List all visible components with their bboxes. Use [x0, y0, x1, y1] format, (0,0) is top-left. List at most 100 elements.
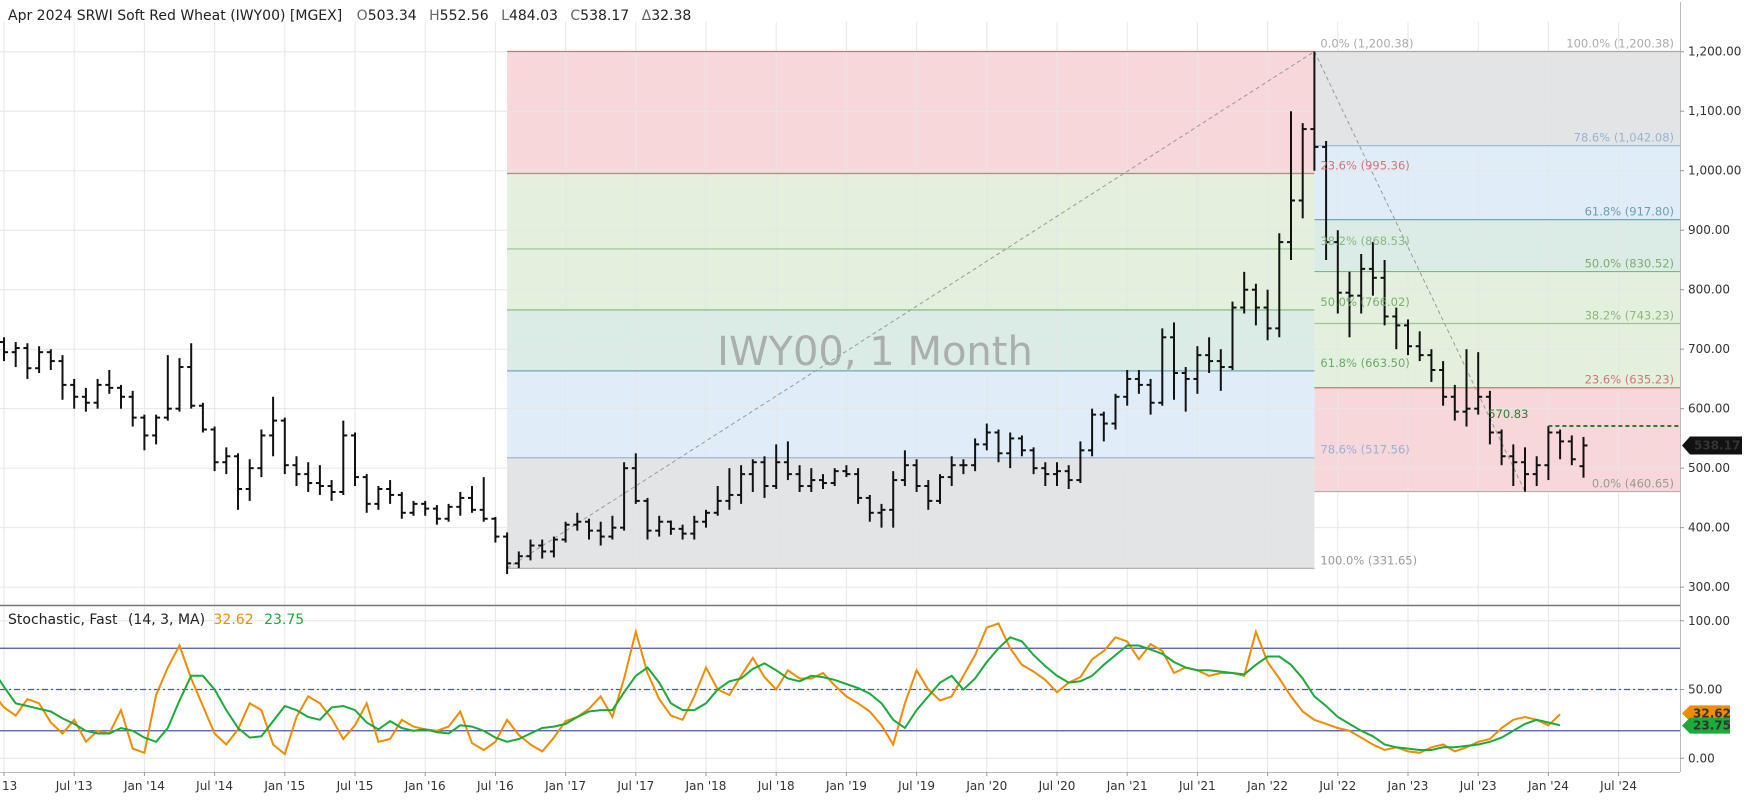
ohlc-bar	[1170, 322, 1178, 400]
fib-label-major-5: 78.6% (517.56)	[1320, 443, 1409, 457]
fib-label-minor-5: 23.6% (635.23)	[1585, 373, 1674, 387]
ohlc-bar	[1053, 462, 1061, 487]
fib-label-minor-6: 0.0% (460.65)	[1592, 477, 1674, 491]
ohlc-bar	[865, 494, 874, 522]
ohlc-bar	[117, 384, 125, 409]
ohlc-bar	[549, 536, 558, 558]
close-label: C	[570, 8, 580, 24]
fib-label-minor-2: 61.8% (917.80)	[1585, 205, 1674, 219]
ohlc-bar	[58, 355, 67, 400]
x-tick-label: Jan '17	[544, 779, 586, 793]
ohlc-bar	[1158, 328, 1167, 406]
ohlc-bar	[959, 459, 968, 475]
watermark: IWY00, 1 Month	[717, 329, 1033, 375]
fib-zone-major-3	[507, 309, 1315, 371]
ohlc-bar	[725, 468, 734, 510]
x-tick-label: Jul '23	[1459, 779, 1497, 793]
ohlc-bar	[514, 551, 523, 569]
ohlc-bar	[245, 459, 254, 501]
stoch-tick-label: 50.00	[1688, 683, 1722, 697]
open-value: 503.34	[368, 8, 417, 24]
ohlc-bar	[1439, 361, 1448, 406]
ohlc-bar	[620, 462, 629, 531]
x-tick-label: Jul '14	[195, 779, 233, 793]
stoch-d-tag	[1682, 717, 1730, 734]
ohlc-bar	[1368, 242, 1377, 296]
fib-zone-major-2	[507, 248, 1315, 310]
ohlc-bar	[994, 429, 1003, 463]
ohlc-bar	[234, 453, 242, 510]
x-tick-label: Jul '20	[1038, 779, 1076, 793]
ohlc-bar	[187, 343, 196, 409]
fib-label-major-2: 38.2% (868.53)	[1320, 234, 1409, 248]
chart-header: Apr 2024 SRWI Soft Red Wheat (IWY00) [MG…	[8, 8, 691, 628]
ohlc-bar	[0, 337, 8, 362]
low-value: 484.03	[509, 8, 558, 24]
ohlc-bar	[269, 396, 278, 457]
price-pane: IWY00, 1 Month 570.83 300.00 400.00 500.00…	[0, 2, 1742, 772]
ohlc-bar	[982, 423, 991, 451]
ohlc-bar	[23, 343, 32, 379]
ohlc-bar	[1298, 123, 1307, 219]
x-tick-label: Jan '24	[1527, 779, 1569, 793]
ohlc-bar	[713, 486, 722, 516]
resistance-label: 570.83	[1488, 407, 1528, 421]
ohlc-bar	[1497, 429, 1506, 466]
ohlc-bar	[538, 539, 547, 559]
fib-zone-major-0	[507, 51, 1315, 174]
ohlc-bar	[327, 480, 336, 501]
ohlc-bar	[1474, 352, 1483, 415]
ohlc-bar	[585, 518, 593, 540]
fib-label-major-1: 23.6% (995.36)	[1320, 158, 1409, 172]
instrument-title: Apr 2024 SRWI Soft Red Wheat (IWY00) [MG…	[8, 8, 342, 24]
ohlc-bar	[807, 468, 816, 492]
ohlc-bar	[1251, 283, 1260, 326]
ohlc-bar	[456, 491, 465, 516]
ohlc-bar	[362, 474, 371, 513]
x-tick-label: Jan '22	[1246, 779, 1288, 793]
high-value: 552.56	[440, 8, 489, 24]
ohlc-bar	[737, 465, 746, 504]
ohlc-bar	[1146, 378, 1155, 415]
ohlc-bar	[280, 417, 289, 475]
ohlc-bar	[783, 441, 792, 481]
ohlc-bar	[1579, 436, 1588, 478]
ohlc-bar	[678, 524, 687, 540]
x-tick-label: Jul '19	[897, 779, 935, 793]
ohlc-bar	[690, 515, 699, 540]
ohlc-bar	[105, 370, 114, 394]
close-value: 538.17	[580, 8, 629, 24]
ohlc-bar	[655, 515, 664, 537]
price-tick-label: 600.00	[1688, 402, 1730, 416]
stoch-tick-label: 0.00	[1688, 751, 1715, 765]
ohlc-bar	[1263, 289, 1272, 341]
ohlc-bar	[1134, 370, 1143, 394]
x-tick-label: Jan '15	[263, 779, 305, 793]
ohlc-bar	[46, 349, 55, 371]
ohlc-bar	[842, 465, 851, 478]
fib-label-minor-4: 38.2% (743.23)	[1585, 308, 1674, 322]
price-tick-label: 900.00	[1688, 223, 1730, 237]
ohlc-bar	[666, 520, 675, 535]
ohlc-bar	[947, 456, 956, 487]
ohlc-bar	[11, 342, 20, 368]
price-tick-label: 1,100.00	[1688, 104, 1741, 118]
ohlc-bar	[1006, 432, 1015, 469]
ohlc-bar	[1532, 456, 1541, 487]
fib-label-major-0: 0.0% (1,200.38)	[1320, 37, 1413, 51]
ohlc-bar	[1029, 447, 1038, 475]
ohlc-bar	[1287, 111, 1295, 260]
ohlc-bar	[1017, 435, 1026, 457]
ohlc-bar	[608, 515, 617, 540]
x-tick-label: Jan '16	[404, 779, 446, 793]
ohlc-bar	[503, 532, 512, 575]
header-line: Apr 2024 SRWI Soft Red Wheat (IWY00) [MG…	[8, 8, 691, 24]
price-tick-label: 700.00	[1688, 342, 1730, 356]
fib-label-major-4: 61.8% (663.50)	[1320, 356, 1409, 370]
ohlc-bar	[1544, 426, 1553, 481]
ohlc-bar	[397, 491, 406, 519]
price-tick-label: 1,200.00	[1688, 45, 1741, 59]
